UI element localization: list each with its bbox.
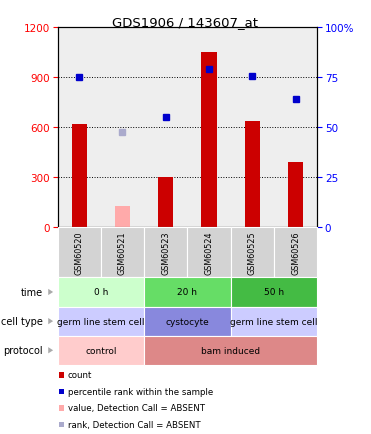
Text: rank, Detection Call = ABSENT: rank, Detection Call = ABSENT: [68, 420, 200, 429]
Text: 20 h: 20 h: [177, 288, 197, 297]
Text: control: control: [85, 346, 116, 355]
Bar: [72, 125, 87, 228]
Text: GDS1906 / 143607_at: GDS1906 / 143607_at: [112, 16, 259, 30]
Text: value, Detection Call = ABSENT: value, Detection Call = ABSENT: [68, 404, 205, 412]
Bar: [115, 206, 130, 228]
Text: cystocyte: cystocyte: [165, 317, 209, 326]
Bar: [201, 53, 217, 228]
Text: GSM60524: GSM60524: [204, 231, 213, 274]
Text: 0 h: 0 h: [93, 288, 108, 297]
Text: count: count: [68, 371, 92, 379]
Text: GSM60520: GSM60520: [75, 231, 83, 274]
Text: germ line stem cell: germ line stem cell: [230, 317, 318, 326]
Bar: [288, 162, 303, 228]
Text: cell type: cell type: [1, 316, 43, 326]
Text: GSM60525: GSM60525: [248, 231, 257, 275]
Text: GSM60526: GSM60526: [291, 231, 300, 274]
Bar: [245, 122, 260, 228]
Text: germ line stem cell: germ line stem cell: [57, 317, 145, 326]
Text: GSM60523: GSM60523: [161, 231, 170, 274]
Text: protocol: protocol: [3, 345, 43, 355]
Text: percentile rank within the sample: percentile rank within the sample: [68, 387, 213, 396]
Text: GSM60521: GSM60521: [118, 231, 127, 274]
Text: 50 h: 50 h: [264, 288, 284, 297]
Bar: [158, 177, 173, 228]
Text: bam induced: bam induced: [201, 346, 260, 355]
Text: time: time: [20, 287, 43, 297]
